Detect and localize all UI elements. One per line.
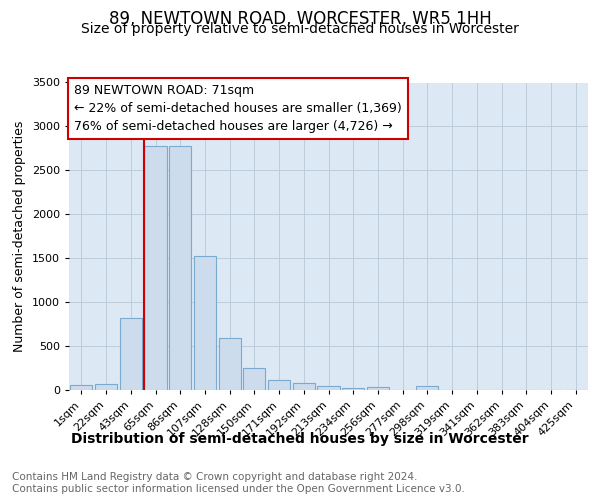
Bar xyxy=(218,338,241,390)
Bar xyxy=(268,380,290,390)
Bar xyxy=(145,146,167,390)
Bar xyxy=(342,388,364,390)
Bar xyxy=(95,384,117,390)
Y-axis label: Number of semi-detached properties: Number of semi-detached properties xyxy=(13,120,26,352)
Text: Distribution of semi-detached houses by size in Worcester: Distribution of semi-detached houses by … xyxy=(71,432,529,446)
Bar xyxy=(194,256,216,390)
Bar xyxy=(119,318,142,390)
Text: 89 NEWTOWN ROAD: 71sqm
← 22% of semi-detached houses are smaller (1,369)
76% of : 89 NEWTOWN ROAD: 71sqm ← 22% of semi-det… xyxy=(74,84,402,133)
Bar xyxy=(169,146,191,390)
Bar xyxy=(243,368,265,390)
Text: Contains HM Land Registry data © Crown copyright and database right 2024.
Contai: Contains HM Land Registry data © Crown c… xyxy=(12,472,465,494)
Bar xyxy=(70,384,92,390)
Bar xyxy=(317,386,340,390)
Bar xyxy=(416,386,439,390)
Text: 89, NEWTOWN ROAD, WORCESTER, WR5 1HH: 89, NEWTOWN ROAD, WORCESTER, WR5 1HH xyxy=(109,10,491,28)
Text: Size of property relative to semi-detached houses in Worcester: Size of property relative to semi-detach… xyxy=(81,22,519,36)
Bar xyxy=(367,388,389,390)
Bar xyxy=(293,383,315,390)
